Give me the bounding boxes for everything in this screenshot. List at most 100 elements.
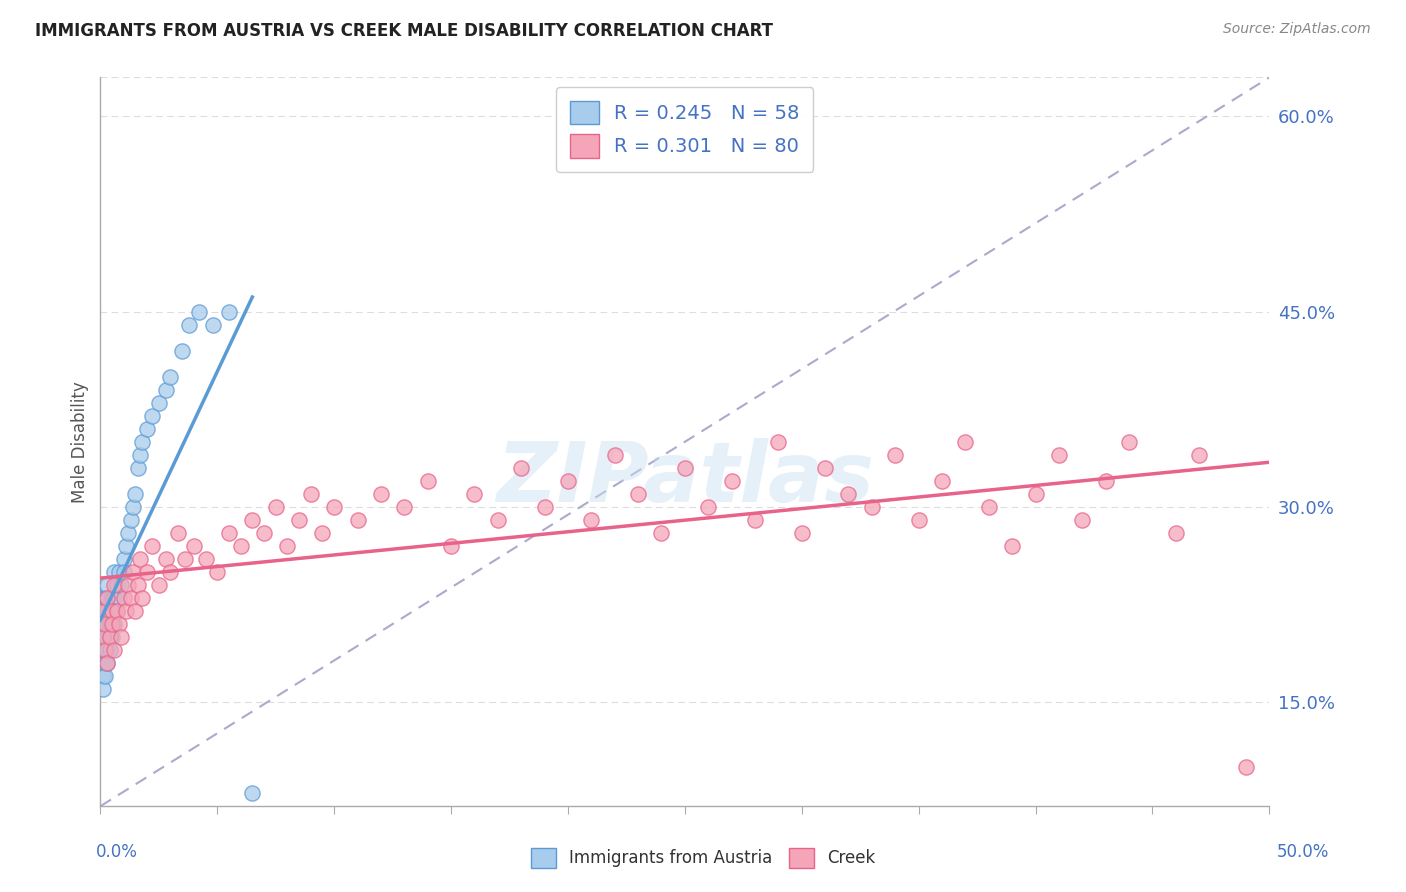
Point [627,487,650,501]
Point [112,591,135,605]
Point [218,304,240,318]
Point [98,630,121,644]
Point [103,591,125,605]
Point [179,318,201,332]
Point [557,474,579,488]
Point [1047,448,1070,462]
Point [91,682,114,697]
Point [127,578,149,592]
Point [370,487,392,501]
Point [94,617,117,632]
Point [91,604,114,618]
Point [977,500,1000,514]
Point [288,513,311,527]
Point [120,591,142,605]
Point [1001,539,1024,553]
Point [510,461,533,475]
Point [98,643,121,657]
Point [117,525,139,540]
Point [108,565,131,579]
Point [94,604,117,618]
Point [860,500,883,514]
Point [697,500,720,514]
Point [346,513,368,527]
Point [907,513,929,527]
Point [103,565,125,579]
Point [94,591,117,605]
Point [1234,760,1257,774]
Point [96,578,118,592]
Point [105,604,128,618]
Point [884,448,907,462]
Point [122,500,145,514]
Point [96,630,118,644]
Text: IMMIGRANTS FROM AUSTRIA VS CREEK MALE DISABILITY CORRELATION CHART: IMMIGRANTS FROM AUSTRIA VS CREEK MALE DI… [35,22,773,40]
Point [136,565,159,579]
Point [240,513,263,527]
Point [955,434,977,449]
Point [1188,448,1211,462]
Point [141,539,163,553]
Point [108,617,131,632]
Point [115,604,138,618]
Point [603,448,626,462]
Point [136,422,159,436]
Point [194,552,217,566]
Point [172,343,194,358]
Point [96,591,118,605]
Point [122,565,145,579]
Point [131,434,153,449]
Point [117,578,139,592]
Point [101,630,124,644]
Point [201,318,224,332]
Point [218,525,240,540]
Point [91,617,114,632]
Point [91,656,114,670]
Point [183,539,205,553]
Point [94,617,117,632]
Point [98,617,121,632]
Point [720,474,742,488]
Point [131,591,153,605]
Point [110,630,132,644]
Point [94,656,117,670]
Point [96,591,118,605]
Point [94,630,117,644]
Legend: R = 0.245   N = 58, R = 0.301   N = 80: R = 0.245 N = 58, R = 0.301 N = 80 [557,87,814,171]
Point [101,617,124,632]
Point [440,539,463,553]
Point [253,525,276,540]
Point [103,643,125,657]
Point [91,630,114,644]
Point [91,591,114,605]
Text: 0.0%: 0.0% [96,843,138,861]
Point [837,487,859,501]
Point [124,487,146,501]
Point [744,513,766,527]
Text: 50.0%: 50.0% [1277,843,1329,861]
Point [1164,525,1187,540]
Point [1071,513,1094,527]
Point [173,552,195,566]
Point [394,500,416,514]
Point [533,500,555,514]
Point [486,513,509,527]
Point [101,604,124,618]
Point [129,552,152,566]
Point [94,643,117,657]
Point [276,539,298,553]
Point [101,604,124,618]
Point [96,643,118,657]
Point [814,461,837,475]
Point [311,525,333,540]
Legend: Immigrants from Austria, Creek: Immigrants from Austria, Creek [524,841,882,875]
Point [229,539,252,553]
Point [108,591,131,605]
Text: Source: ZipAtlas.com: Source: ZipAtlas.com [1223,22,1371,37]
Point [103,617,125,632]
Point [299,487,322,501]
Point [91,630,114,644]
Point [463,487,485,501]
Point [323,500,346,514]
Point [96,656,118,670]
